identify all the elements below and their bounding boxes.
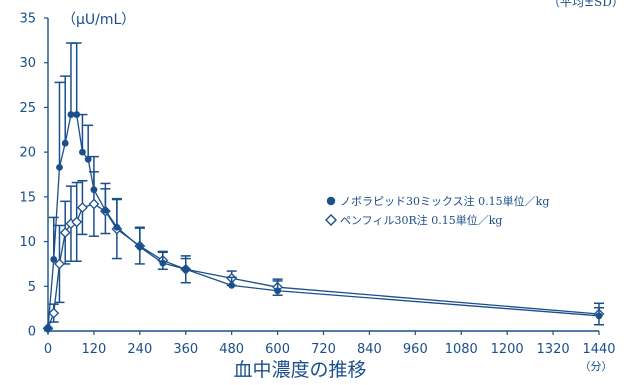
x-tick-label: 720	[311, 342, 336, 357]
x-tick-label: 1320	[537, 342, 570, 357]
x-tick-label: 600	[265, 342, 290, 357]
y-tick-label: 35	[19, 12, 36, 27]
legend-marker-filled-circle	[326, 196, 336, 206]
data-point-filled-circle	[84, 155, 92, 163]
series-1	[44, 42, 604, 332]
data-point-filled-circle	[595, 312, 603, 320]
y-tick-label: 10	[19, 235, 36, 250]
y-axis-unit-label: （μU/mL）	[62, 12, 135, 28]
x-tick-label: 1440	[582, 342, 615, 357]
legend-label-series-2: ペンフィル30R注 0.15単位／kg	[340, 213, 502, 227]
data-point-filled-circle	[73, 111, 81, 118]
data-point-filled-circle	[79, 148, 86, 156]
data-point-filled-circle	[113, 223, 121, 231]
y-tick-label: 15	[19, 190, 36, 205]
x-tick-label: 240	[127, 342, 152, 357]
series-1-line	[47, 113, 600, 329]
legend-marker-open-diamond	[325, 214, 337, 226]
data-point-filled-circle	[274, 287, 281, 295]
data-point-filled-circle	[136, 243, 144, 251]
data-point-open-diamond	[54, 258, 65, 270]
x-axis-unit-label: （分）	[580, 360, 613, 373]
y-tick-label: 30	[19, 56, 36, 71]
data-point-filled-circle	[90, 186, 98, 194]
data-point-open-diamond	[88, 198, 100, 210]
x-tick-label: 1200	[491, 342, 524, 357]
legend-label-series-1: ノボラピッド30ミックス注 0.15単位／kg	[340, 194, 549, 208]
data-point-filled-circle	[159, 259, 167, 267]
data-point-open-diamond	[77, 202, 88, 214]
data-point-filled-circle	[182, 265, 190, 273]
y-tick-label: 20	[19, 146, 36, 161]
data-point-filled-circle	[101, 206, 109, 214]
data-point-open-diamond	[48, 307, 60, 319]
y-tick-label: 0	[28, 325, 36, 340]
data-point-filled-circle	[67, 111, 75, 118]
x-tick-label: 1080	[445, 342, 478, 357]
corner-note-mean-sd: （平均±SD）	[548, 0, 624, 9]
x-tick-label: 0	[44, 342, 52, 357]
x-tick-label: 840	[357, 342, 382, 357]
data-point-filled-circle	[56, 163, 63, 171]
data-point-open-diamond	[59, 227, 71, 239]
legend: ノボラピッド30ミックス注 0.15単位／kg ペンフィル30R注 0.15単位…	[325, 194, 549, 227]
axes: 0 5 10 15 20 25 30 35 0 120 240 360 480 600 720 840 960 1…	[19, 12, 615, 358]
chart-title: 血中濃度の推移	[233, 359, 366, 380]
y-tick-label: 5	[28, 280, 36, 295]
data-point-open-diamond	[71, 216, 83, 228]
x-tick-label: 480	[219, 342, 244, 357]
series-2-line	[47, 203, 600, 329]
x-tick-label: 360	[173, 342, 198, 357]
data-point-filled-circle	[50, 256, 58, 263]
data-point-filled-circle	[44, 324, 52, 332]
plot-area	[42, 42, 605, 334]
x-tick-label: 120	[82, 342, 107, 357]
data-point-filled-circle	[61, 139, 69, 147]
x-tick-label: 960	[403, 342, 428, 357]
y-tick-label: 25	[19, 101, 36, 116]
data-point-filled-circle	[228, 281, 236, 289]
